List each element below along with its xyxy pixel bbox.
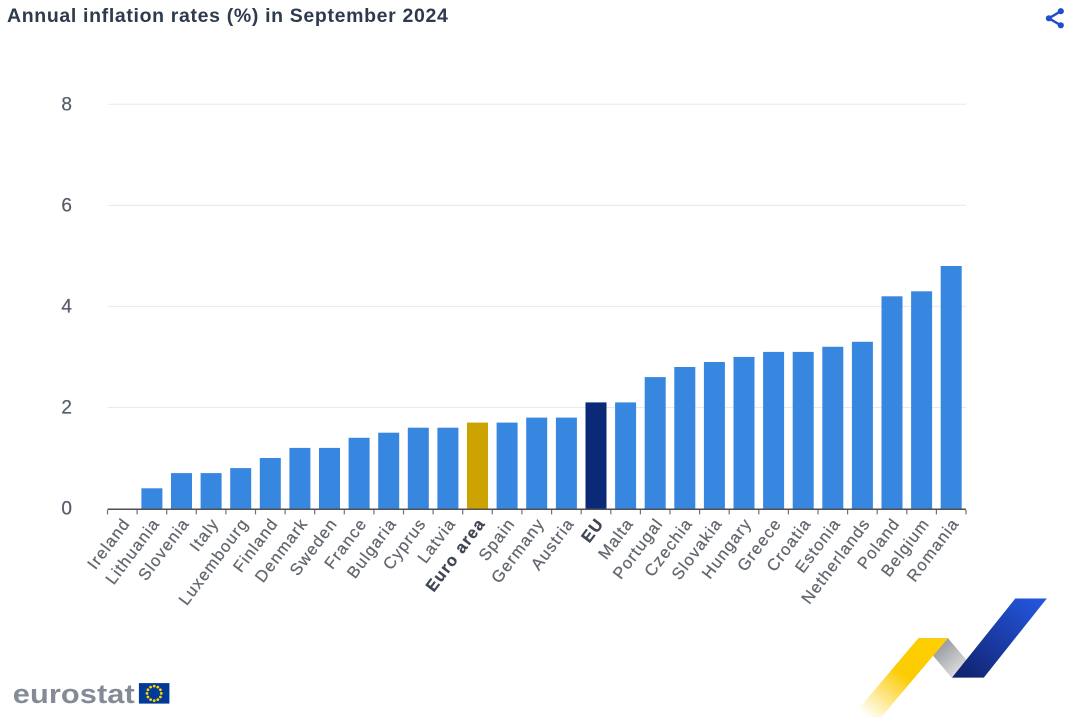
svg-text:0: 0: [61, 499, 72, 520]
svg-text:eurostat: eurostat: [13, 680, 135, 710]
svg-text:Annual inflation rates (%) in: Annual inflation rates (%) in September …: [7, 5, 448, 27]
svg-text:2: 2: [61, 398, 72, 419]
svg-text:8: 8: [61, 94, 72, 115]
svg-text:6: 6: [61, 196, 72, 217]
svg-text:4: 4: [61, 297, 72, 318]
